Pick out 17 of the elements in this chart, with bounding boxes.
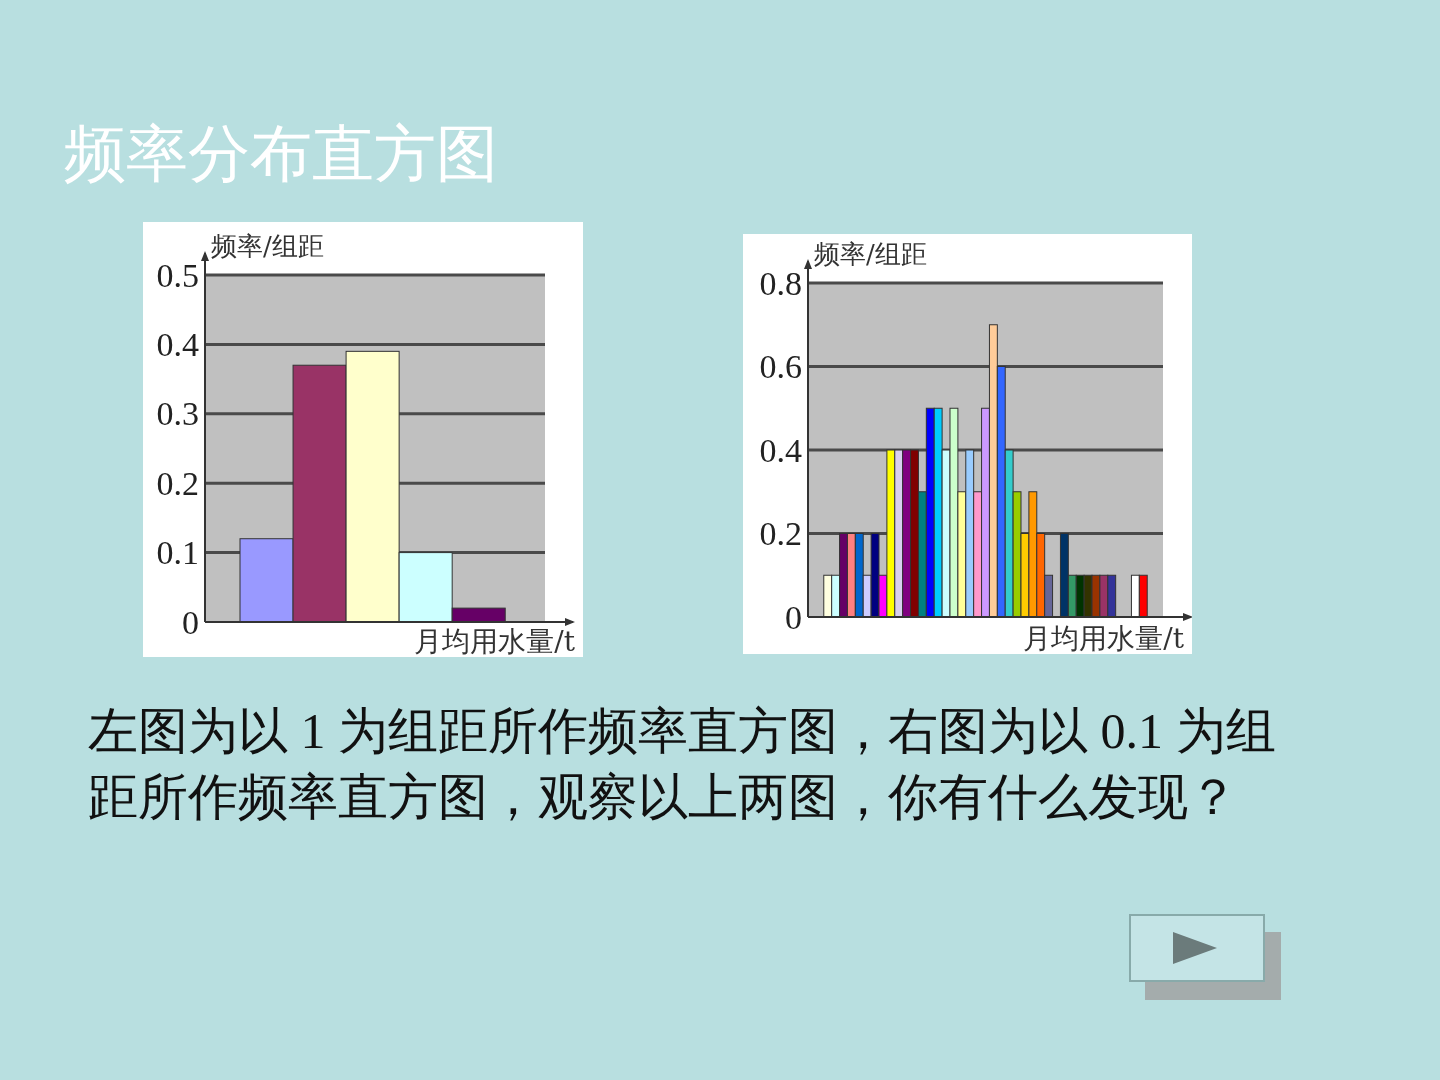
y-tick-label: 0.1 [156,534,199,572]
x-axis-title: 月均用水量/t [1023,622,1185,655]
y-tick-label: 0.6 [759,348,802,385]
y-tick-label: 0.3 [156,395,199,433]
text: 左图为以 1 为组距所作频率直方图，右图为以 0.1 为组距所作频率直方图，观察以上两图，你有什么发现？ [88,702,1277,827]
y-tick-label: 0.4 [759,431,802,469]
y-tick-label: 0 [182,603,199,641]
x-axis-title: 月均用水量/t [414,625,576,658]
y-tick-label: 0.4 [156,325,199,363]
y-tick-label: 0.8 [759,264,802,302]
y-tick-label: 0 [785,598,802,636]
y-tick-label: 0.2 [759,515,802,552]
text: 频率分布直方图 [64,116,498,192]
y-tick-label: 0.5 [156,256,199,294]
y-axis-title: 频率/组距 [211,231,324,261]
y-tick-label: 0.2 [156,464,199,502]
y-axis-title: 频率/组距 [814,239,927,269]
